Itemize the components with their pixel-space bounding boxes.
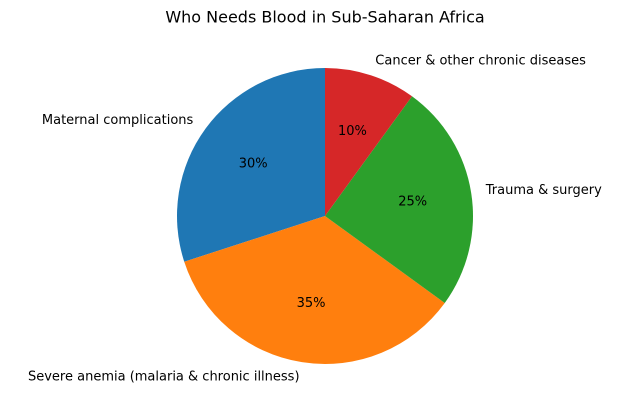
percent-label: 25% [398,195,427,210]
pie-slice [176,68,325,262]
slice-label: Cancer & other chronic diseases [375,54,586,69]
percent-label: 10% [338,124,367,139]
slice-label: Trauma & surgery [485,183,602,198]
percent-label: 35% [297,296,326,311]
pie-slice [325,96,474,303]
pie-slice [325,68,412,216]
chart-title: Who Needs Blood in Sub-Saharan Africa [165,8,484,27]
slice-label: Maternal complications [42,113,194,128]
slice-label: Severe anemia (malaria & chronic illness… [28,369,300,384]
pie-slice [184,216,445,365]
percent-label: 30% [239,156,268,171]
